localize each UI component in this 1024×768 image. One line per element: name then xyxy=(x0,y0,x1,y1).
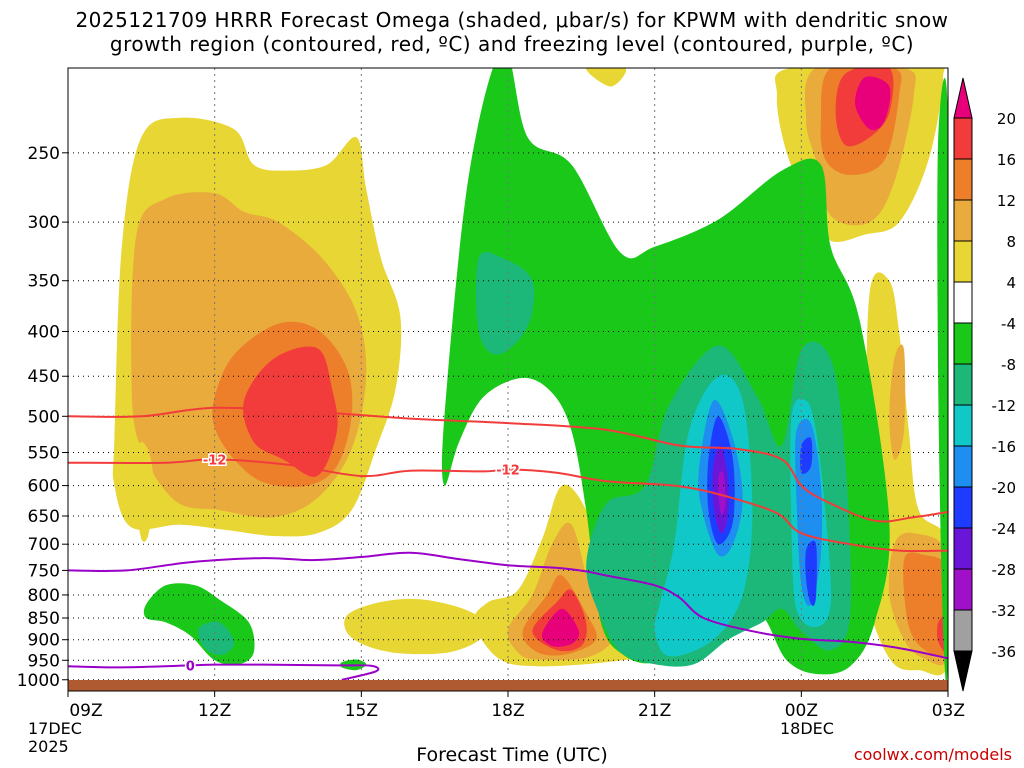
colorbar-band xyxy=(953,445,973,488)
colorbar-bottom-arrow xyxy=(953,650,973,692)
y-tick-label: 550 xyxy=(28,444,60,464)
colorbar-label: 16 xyxy=(997,151,1016,169)
contour-label: -12 xyxy=(496,463,520,478)
colorbar-label: -16 xyxy=(992,438,1017,456)
omega-region xyxy=(903,552,948,657)
omega-region xyxy=(344,598,486,655)
y-tick-label: 1000 xyxy=(17,671,60,691)
y-axis: 2503003504004505005506006507007508008509… xyxy=(17,144,68,691)
y-tick-label: 700 xyxy=(28,535,60,555)
y-tick-label: 750 xyxy=(28,561,60,581)
y-tick-label: 800 xyxy=(28,586,60,606)
site-credit: coolwx.com/models xyxy=(853,745,1012,764)
x-tick-label: 00Z xyxy=(785,701,818,721)
y-tick-label: 400 xyxy=(28,322,60,342)
x-tick-label: 18Z xyxy=(491,701,524,721)
colorbar-band xyxy=(953,322,973,365)
grid-lines xyxy=(67,68,949,691)
y-tick-label: 500 xyxy=(28,407,60,427)
y-tick-label: 850 xyxy=(28,609,60,629)
ground-layer xyxy=(68,680,948,691)
colorbar-label: -4 xyxy=(1001,315,1016,333)
colorbar-band xyxy=(953,158,973,201)
colorbar: 20 16 12 8 4 -4 -8 -12 -16 -20 -24 -28 -32 -36 xyxy=(953,77,1017,692)
colorbar-label: 12 xyxy=(997,192,1016,210)
omega-region xyxy=(800,437,813,474)
colorbar-label: -32 xyxy=(992,602,1017,620)
omega-region xyxy=(937,77,948,686)
colorbar-band xyxy=(953,568,973,611)
colorbar-label: 4 xyxy=(1006,274,1016,292)
contour-lines: -12 -12 0 xyxy=(68,406,948,681)
omega-region xyxy=(475,252,535,355)
x-axis-label: Forecast Time (UTC) xyxy=(416,744,608,766)
y-tick-label: 350 xyxy=(28,272,60,292)
y-tick-label: 250 xyxy=(28,144,60,164)
omega-shading xyxy=(112,68,948,686)
colorbar-band xyxy=(953,240,973,283)
colorbar-band xyxy=(953,486,973,529)
omega-region xyxy=(198,621,235,655)
colorbar-label: 20 xyxy=(997,110,1016,128)
colorbar-band xyxy=(953,117,973,160)
contour-line xyxy=(68,406,948,523)
y-tick-label: 300 xyxy=(28,213,60,233)
x-tick-label: 21Z xyxy=(638,701,671,721)
chart-title-line-1: 2025121709 HRRR Forecast Omega (shaded, … xyxy=(75,8,949,32)
omega-region xyxy=(586,68,627,87)
colorbar-label: -12 xyxy=(992,397,1017,415)
chart-title-line-2: growth region (contoured, red, ºC) and f… xyxy=(109,32,915,56)
next-day-label: 18DEC xyxy=(780,719,834,738)
y-tick-label: 900 xyxy=(28,631,60,651)
x-tick-label: 15Z xyxy=(345,701,378,721)
colorbar-band xyxy=(953,609,973,652)
colorbar-band xyxy=(953,404,973,447)
omega-region xyxy=(243,346,338,477)
contour-line xyxy=(68,663,380,681)
start-day-label: 17DEC xyxy=(28,719,82,738)
colorbar-label: -20 xyxy=(992,479,1017,497)
colorbar-top-arrow xyxy=(953,77,973,119)
colorbar-label: -8 xyxy=(1001,356,1016,374)
y-tick-label: 950 xyxy=(28,651,60,671)
colorbar-label: 8 xyxy=(1006,233,1016,251)
start-year-label: 2025 xyxy=(28,737,69,756)
y-tick-label: 600 xyxy=(28,477,60,497)
x-tick-label: 12Z xyxy=(198,701,231,721)
colorbar-band xyxy=(953,281,973,324)
y-tick-label: 650 xyxy=(28,507,60,527)
x-axis: 09Z 12Z 15Z 18Z 21Z 00Z 03Z xyxy=(67,691,965,721)
colorbar-band xyxy=(953,199,973,242)
colorbar-label: -36 xyxy=(992,643,1017,661)
contour-line xyxy=(68,551,948,660)
colorbar-label: -24 xyxy=(992,520,1017,538)
contour-label: 0 xyxy=(186,659,195,674)
x-tick-label: 03Z xyxy=(932,701,965,721)
omega-region xyxy=(889,344,906,460)
colorbar-band xyxy=(953,527,973,570)
omega-region xyxy=(136,442,154,542)
omega-region xyxy=(855,76,891,131)
contour-line xyxy=(68,458,948,553)
colorbar-band xyxy=(953,363,973,406)
y-tick-label: 450 xyxy=(28,367,60,387)
omega-region xyxy=(718,471,726,515)
omega-region xyxy=(664,622,680,651)
contour-label: -12 xyxy=(203,453,227,468)
x-tick-label: 09Z xyxy=(69,701,102,721)
omega-region xyxy=(805,540,817,606)
colorbar-label: -28 xyxy=(992,561,1017,579)
omega-region xyxy=(541,608,580,647)
